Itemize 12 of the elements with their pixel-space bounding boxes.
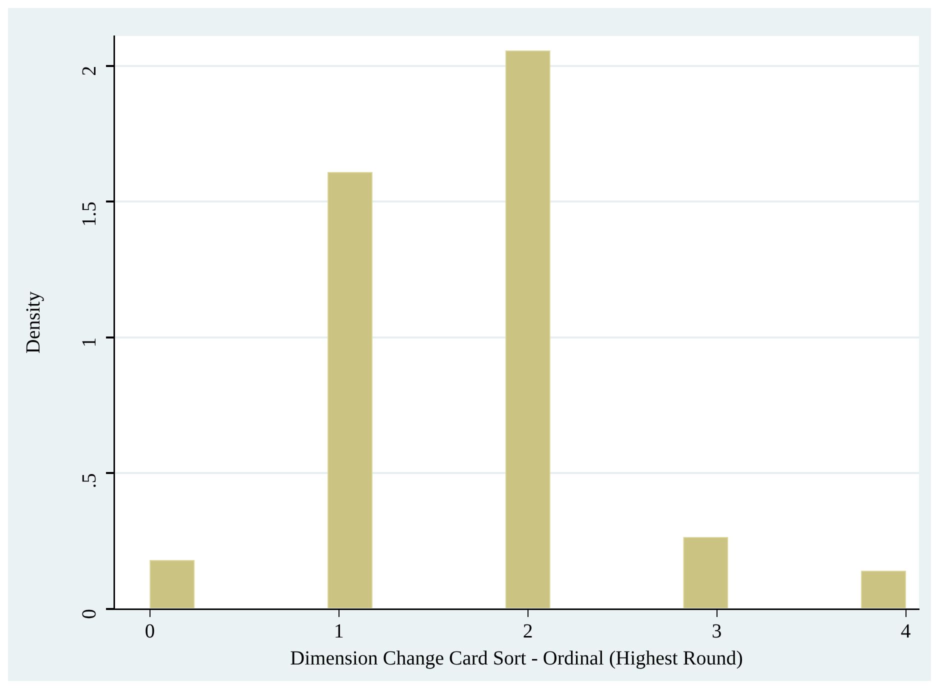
y-axis-title: Density (22, 291, 44, 354)
x-tick-label: 1 (334, 620, 344, 642)
x-tick-label: 0 (144, 620, 155, 642)
y-tick-label: .5 (78, 473, 100, 488)
x-tick-label: 2 (522, 620, 533, 642)
y-tick-label: 2 (78, 66, 100, 76)
y-tick-label: 0 (78, 609, 100, 619)
x-axis-title: Dimension Change Card Sort - Ordinal (Highest Round) (290, 647, 743, 670)
y-tick-label: 1.5 (78, 202, 100, 227)
y-tick-label: 1 (78, 337, 100, 348)
x-tick-label: 3 (712, 620, 722, 642)
x-tick-label: 4 (900, 620, 911, 642)
